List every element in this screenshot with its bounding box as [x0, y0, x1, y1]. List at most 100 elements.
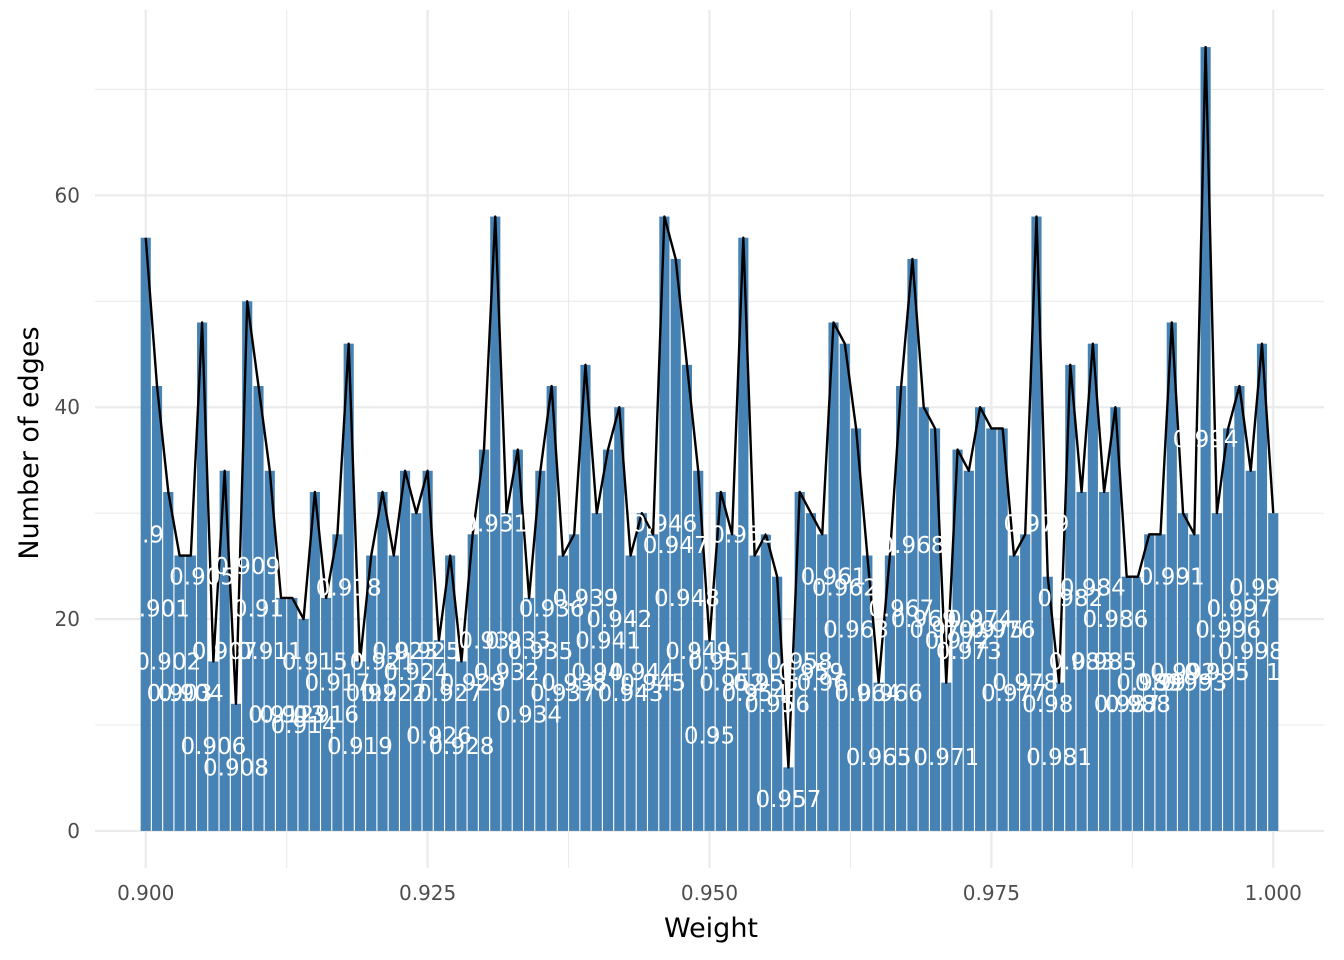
y-tick-label: 60 — [55, 183, 80, 207]
bar-value-label: 0.984 — [1060, 575, 1126, 601]
bar — [873, 682, 884, 831]
bar — [726, 534, 738, 831]
bar-value-label: 0.948 — [654, 586, 720, 612]
bar-value-label: 0.938 — [541, 671, 607, 697]
y-tick-label: 0 — [67, 819, 80, 843]
bar — [1042, 576, 1053, 831]
bar — [478, 449, 490, 831]
bar-value-label: 0.916 — [293, 702, 359, 728]
bar-value-label: 0.924 — [383, 660, 449, 686]
bar — [264, 470, 275, 831]
bar — [1155, 534, 1166, 831]
bar-value-label: 0.912 — [248, 702, 314, 728]
y-axis-ticks: 0 20 40 60 — [55, 183, 80, 843]
x-axis-ticks: 0.900 0.925 0.950 0.975 1.000 — [117, 881, 1302, 905]
bar — [907, 258, 918, 831]
bar — [298, 619, 309, 831]
bar-value-label: 0.981 — [1026, 745, 1092, 771]
bar — [772, 576, 783, 831]
bar — [963, 470, 974, 831]
count-line — [144, 45, 1275, 769]
bar-value-labels: 0.90.9010.9020.9030.9040.9050.9060.9070.… — [124, 427, 1295, 813]
bar — [681, 364, 693, 831]
x-tick-label: 0.900 — [117, 881, 174, 905]
bar-value-label: 0.964 — [834, 681, 900, 707]
bar-value-label: 0.985 — [1071, 649, 1137, 675]
bar — [1256, 343, 1268, 831]
bar-value-label: 0.944 — [609, 660, 675, 686]
bar — [535, 470, 546, 831]
bar — [693, 470, 704, 831]
bar — [1177, 513, 1189, 831]
bar — [524, 597, 535, 831]
bar — [1031, 216, 1042, 831]
bar — [467, 534, 478, 831]
bar-value-label: 0.972 — [925, 628, 991, 654]
bar-value-label: 0.983 — [1049, 649, 1115, 675]
bar-value-label: 0.903 — [147, 681, 213, 707]
bar-value-label: 0.949 — [665, 639, 731, 665]
bar — [1245, 470, 1256, 831]
bar-value-label: 0.926 — [406, 724, 472, 750]
bar-value-label: 0.919 — [327, 734, 393, 760]
bar-value-label: 0.943 — [598, 681, 664, 707]
bar — [704, 640, 715, 831]
bar — [614, 407, 625, 831]
bar — [1223, 428, 1234, 831]
bar — [151, 386, 163, 831]
x-tick-label: 0.950 — [681, 881, 738, 905]
bar — [783, 767, 794, 831]
bar — [1076, 491, 1087, 831]
bar-value-label: 0.907 — [192, 639, 258, 665]
bar — [1110, 407, 1121, 831]
bar — [1020, 534, 1031, 831]
bar-value-label: 0.956 — [744, 692, 810, 718]
bar-value-label: 0.937 — [530, 681, 596, 707]
bar — [918, 407, 929, 831]
bar — [399, 470, 411, 831]
bar — [354, 661, 366, 831]
bar — [659, 216, 670, 831]
bar-value-label: 0.915 — [282, 649, 348, 675]
bar-value-label: 0.901 — [124, 596, 190, 622]
bar — [275, 597, 287, 831]
bar-value-label: 0.988 — [1105, 692, 1171, 718]
bar — [715, 491, 726, 831]
bar-value-label: 0.933 — [485, 628, 551, 654]
bar-value-label: 0.992 — [1150, 660, 1216, 686]
bar-value-label: 0.961 — [801, 565, 867, 591]
bar-value-label: 0.939 — [553, 586, 619, 612]
bar — [1268, 513, 1279, 831]
bar — [501, 513, 512, 831]
bar — [929, 428, 941, 831]
bar — [163, 491, 174, 831]
bar — [828, 322, 839, 831]
bar-value-label: 0.979 — [1004, 512, 1070, 538]
bar-value-label: 0.966 — [857, 681, 923, 707]
bar-value-label: 0.928 — [429, 734, 495, 760]
bar-value-label: 0.955 — [733, 671, 799, 697]
bar — [253, 386, 264, 831]
bar — [445, 555, 456, 831]
bar — [456, 661, 467, 831]
bar — [760, 534, 771, 831]
bar — [817, 534, 828, 831]
bar — [321, 597, 332, 831]
bar-value-label: 0.971 — [913, 745, 979, 771]
bar-value-label: 0.975 — [958, 618, 1024, 644]
bar-value-label: 0.969 — [891, 607, 957, 633]
bar — [670, 258, 681, 831]
line-series-group — [144, 45, 1275, 769]
bar — [490, 216, 501, 831]
bar-value-label: 0.958 — [767, 649, 833, 675]
bar-value-label: 0.98 — [1022, 692, 1073, 718]
bar-value-label: 0.914 — [271, 713, 337, 739]
bar — [422, 470, 433, 831]
bar — [343, 343, 354, 831]
bar-value-label: 0.995 — [1184, 660, 1250, 686]
bar — [309, 491, 320, 831]
bar-series — [140, 47, 1279, 831]
bar-value-label: 0.989 — [1116, 671, 1182, 697]
bar — [140, 237, 151, 831]
bar-value-label: 0.902 — [135, 649, 201, 675]
